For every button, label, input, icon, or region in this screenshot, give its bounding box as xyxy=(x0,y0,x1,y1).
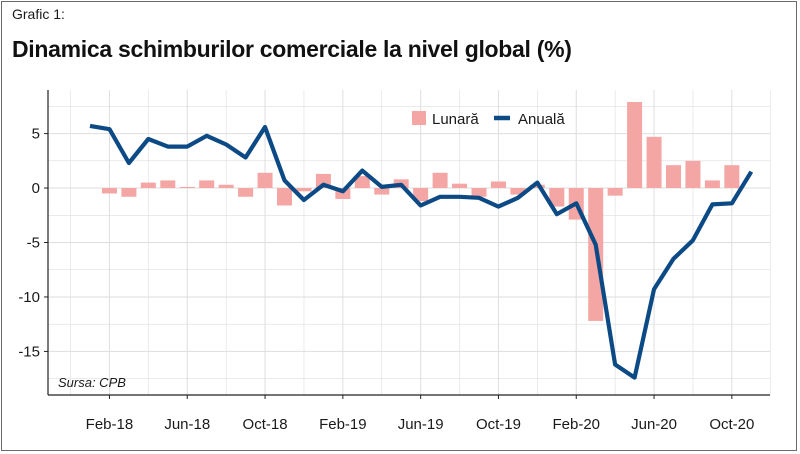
bar-lunara xyxy=(646,136,662,189)
x-tick-label: Jun-20 xyxy=(631,416,677,433)
x-tick-label: Oct-18 xyxy=(243,416,288,433)
y-tick-label: -5 xyxy=(27,235,40,252)
axes: 5 0 -5 -10 -15 Feb-18 Jun-18 Oct-18 Feb-19 Jun-19… xyxy=(18,90,770,433)
x-tick-label: Oct-20 xyxy=(709,416,754,433)
bar-lunara xyxy=(160,180,176,189)
bar-lunara xyxy=(354,176,370,189)
series-line-anuala xyxy=(89,123,754,380)
bar-lunara xyxy=(121,188,137,197)
bar-lunara xyxy=(627,101,643,189)
y-tick-label: 0 xyxy=(32,180,40,197)
legend: Lunară Anuală xyxy=(412,111,565,128)
legend-swatch-lunara xyxy=(412,111,426,125)
x-tick-label: Jun-18 xyxy=(164,416,210,433)
legend-label-anuala: Anuală xyxy=(518,111,565,128)
y-tick-label: -10 xyxy=(18,289,40,306)
bar-lunara xyxy=(140,182,156,189)
bar-lunara xyxy=(607,188,623,196)
bar-lunara xyxy=(413,188,429,202)
x-tick-label: Oct-19 xyxy=(476,416,521,433)
bar-lunara xyxy=(101,188,117,194)
bar-lunara xyxy=(549,188,565,207)
source-note: Sursa: CPB xyxy=(58,375,126,390)
bar-lunara xyxy=(257,172,273,189)
bar-lunara xyxy=(179,186,195,189)
bar-lunara xyxy=(704,180,720,189)
bar-lunara xyxy=(685,160,701,189)
y-tick-label: 5 xyxy=(32,126,40,143)
bar-lunara xyxy=(238,188,254,197)
bar-lunara xyxy=(666,165,681,189)
bar-lunara xyxy=(490,181,506,189)
bar-lunara xyxy=(432,172,448,189)
bar-lunara xyxy=(724,165,740,189)
x-tick-label: Feb-19 xyxy=(319,416,367,433)
bar-lunara xyxy=(452,183,468,189)
figure-label: Grafic 1: xyxy=(12,6,65,22)
x-tick-label: Jun-19 xyxy=(398,416,444,433)
bar-lunara xyxy=(218,184,234,189)
bar-lunara xyxy=(374,188,390,195)
legend-label-lunara: Lunară xyxy=(432,111,479,128)
bar-lunara xyxy=(277,188,292,206)
line-anuala xyxy=(89,123,754,380)
bar-lunara xyxy=(510,188,526,195)
bar-lunara xyxy=(296,188,312,192)
bar-lunara xyxy=(335,188,351,199)
grid xyxy=(48,90,772,395)
bar-lunara xyxy=(471,188,487,197)
x-tick-label: Feb-18 xyxy=(86,416,134,433)
bar-lunara xyxy=(199,180,215,189)
x-tick-label: Feb-20 xyxy=(552,416,600,433)
chart-title: Dinamica schimburilor comerciale la nive… xyxy=(12,36,572,62)
y-tick-label: -15 xyxy=(18,343,40,360)
